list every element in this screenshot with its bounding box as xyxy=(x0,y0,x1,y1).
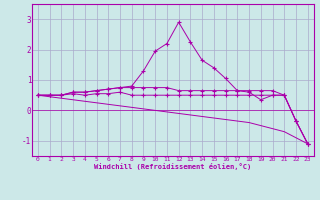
X-axis label: Windchill (Refroidissement éolien,°C): Windchill (Refroidissement éolien,°C) xyxy=(94,163,252,170)
